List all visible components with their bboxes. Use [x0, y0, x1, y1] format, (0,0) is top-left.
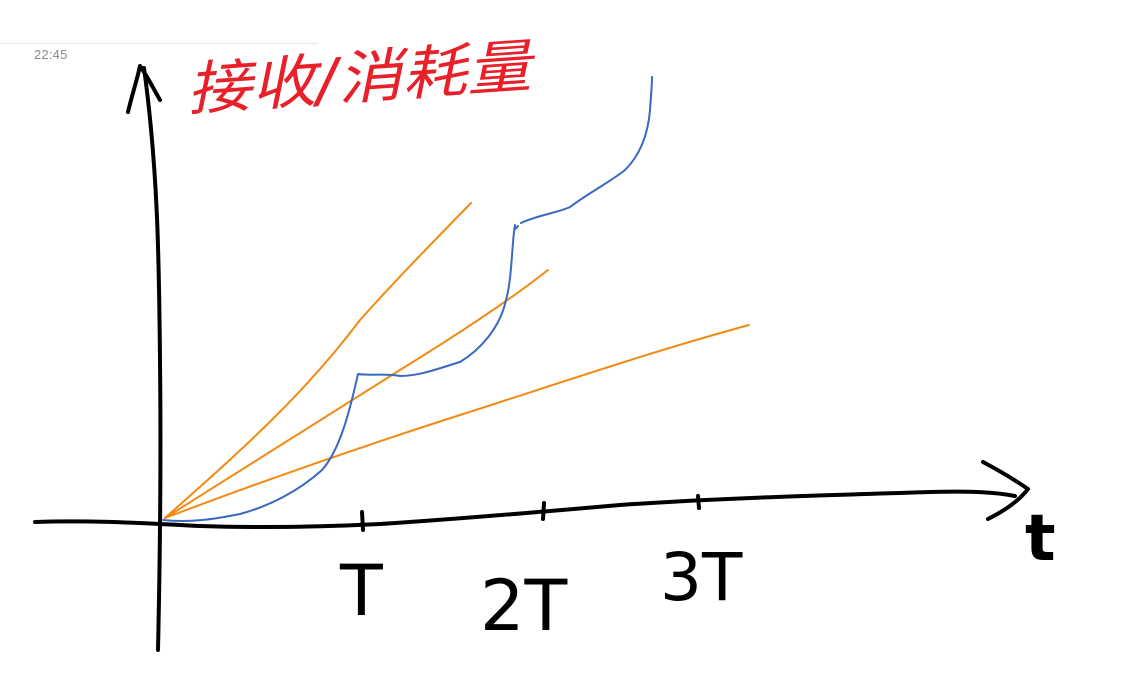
- y-axis: [142, 66, 163, 652]
- receive-curve: [162, 76, 653, 523]
- x-axis: [33, 489, 1017, 530]
- timestamp: 22:45: [34, 47, 68, 62]
- x-axis-arrowhead: [981, 460, 1030, 521]
- y-axis-arrowhead: [126, 64, 162, 114]
- y-axis-label: 接收/消耗量: [184, 32, 538, 124]
- header-divider: [0, 43, 318, 44]
- tick-mark-3T: [696, 494, 701, 510]
- tick-label-3T: 3T: [660, 539, 743, 616]
- linear-line-shallow: [164, 324, 750, 519]
- tick-mark-2T: [541, 501, 546, 521]
- tick-label-T: T: [339, 550, 383, 632]
- tick-label-2T: 2T: [480, 565, 568, 647]
- x-axis-label: t: [1025, 502, 1056, 576]
- linear-line-steep: [164, 202, 472, 519]
- tick-mark-T: [360, 510, 365, 532]
- linear-line-medium: [164, 269, 549, 519]
